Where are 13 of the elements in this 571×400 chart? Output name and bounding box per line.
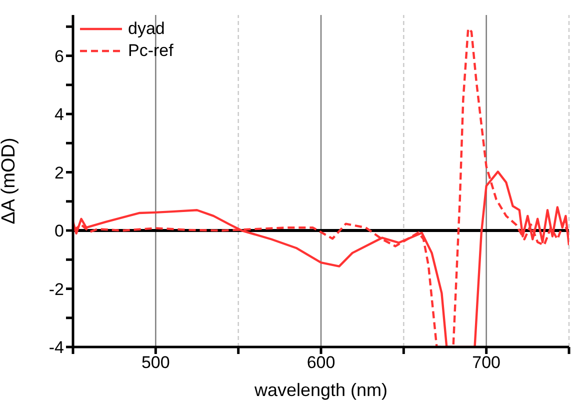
y-tick-label: 6 (54, 46, 64, 66)
y-tick-label: -4 (48, 338, 64, 358)
x-tick-label: 700 (472, 353, 501, 372)
x-tick-label: 500 (141, 353, 170, 372)
x-axis-title: wavelength (nm) (253, 380, 388, 400)
legend-label: dyad (128, 19, 165, 39)
y-tick-label: 4 (54, 105, 64, 124)
legend-label: Pc-ref (128, 41, 174, 61)
y-tick-label: -2 (48, 280, 64, 299)
y-axis-title: ΔA (mOD) (0, 138, 20, 224)
y-tick-label: 0 (54, 222, 64, 241)
y-tick-label: 2 (54, 163, 64, 182)
x-tick-label: 600 (306, 353, 336, 372)
